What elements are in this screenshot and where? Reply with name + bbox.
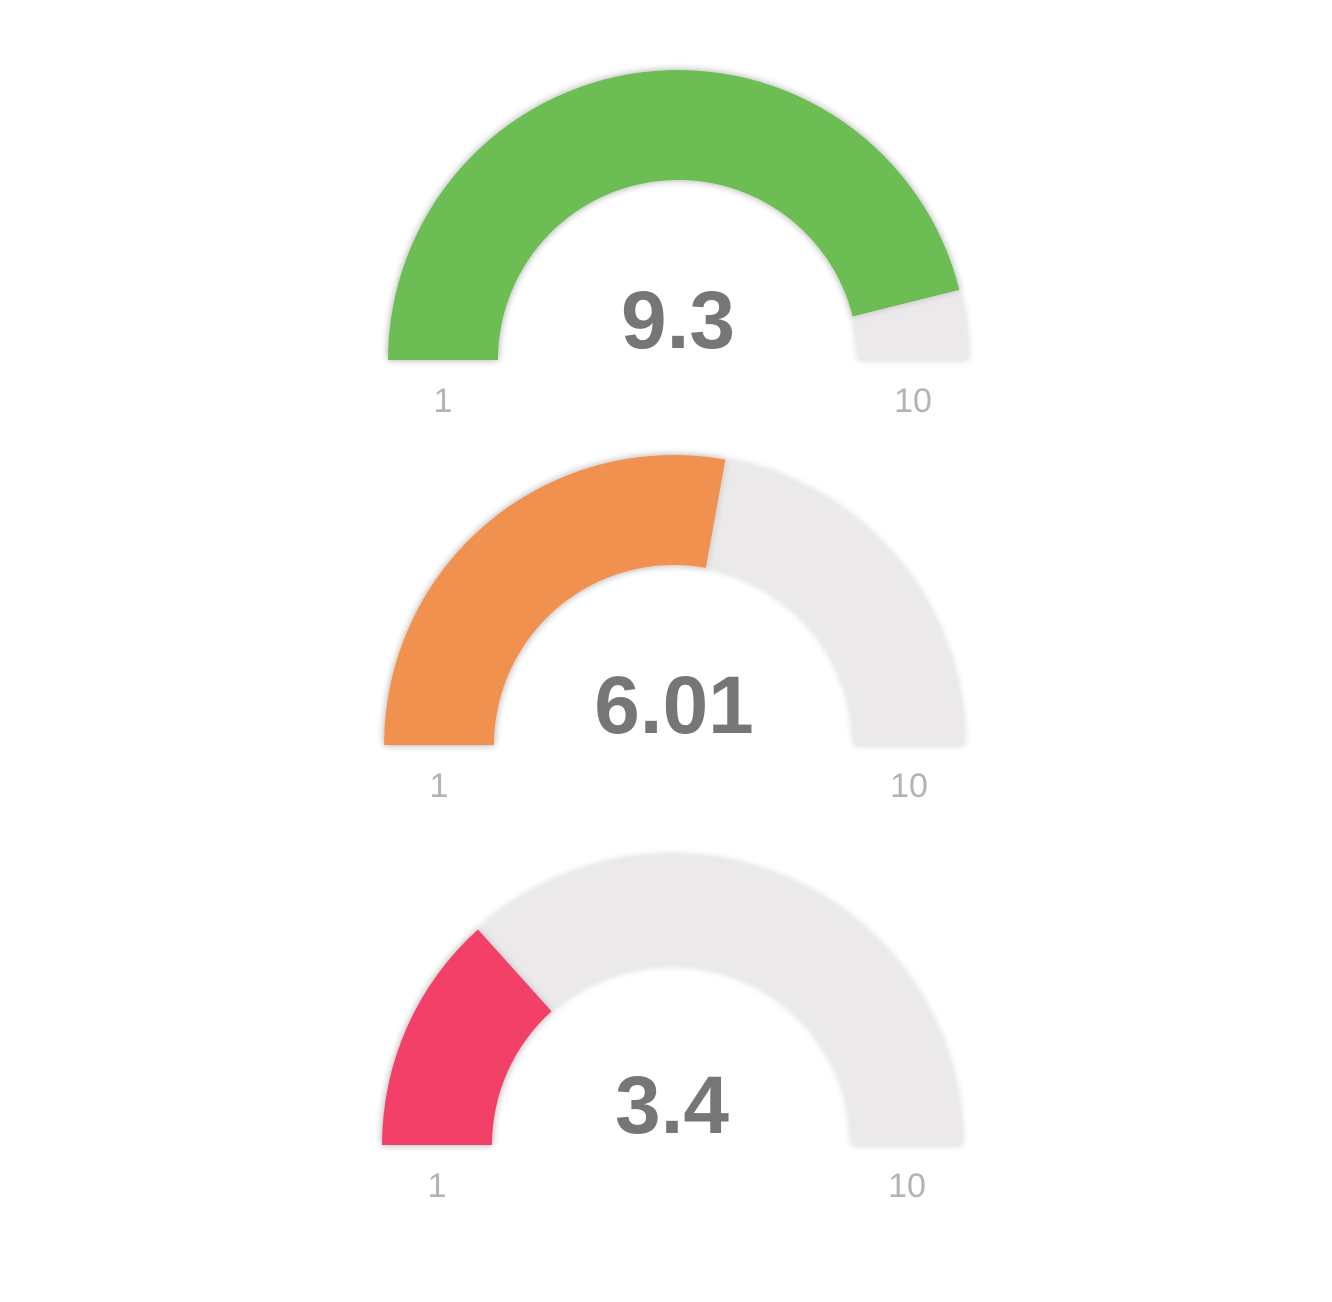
gauge-1-max-label: 10 (894, 382, 932, 420)
gauge-2-fill (384, 455, 726, 745)
gauge-2-max-label: 10 (890, 767, 928, 805)
gauge-1: 9.3 1 10 (378, 50, 978, 470)
gauge-3-max-label: 10 (888, 1167, 926, 1205)
gauge-1-min-label: 1 (434, 382, 453, 420)
gauge-3-fill (382, 929, 552, 1145)
gauge-1-value: 9.3 (621, 275, 735, 366)
gauge-1-fill (388, 70, 960, 360)
gauge-2-value: 6.01 (594, 660, 754, 751)
gauge-2: 6.01 1 10 (374, 435, 974, 855)
gauge-3-min-label: 1 (428, 1167, 447, 1205)
gauge-1-svg: 9.3 1 10 (388, 70, 968, 420)
gauge-3: 3.4 1 10 (372, 835, 972, 1255)
gauge-2-min-label: 1 (430, 767, 449, 805)
gauge-3-svg: 3.4 1 10 (382, 855, 962, 1205)
gauge-3-track (382, 855, 962, 1145)
gauge-2-svg: 6.01 1 10 (384, 455, 964, 805)
gauge-3-value: 3.4 (615, 1060, 729, 1151)
